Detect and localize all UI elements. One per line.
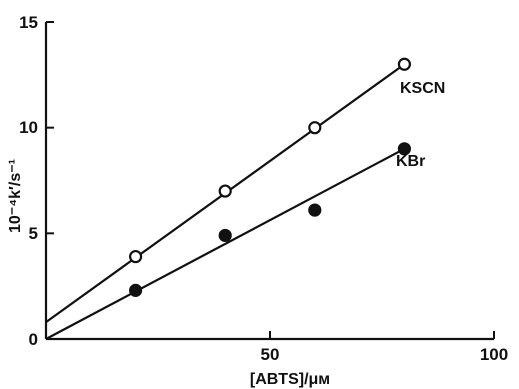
x-tick-label-100: 100 bbox=[480, 345, 508, 364]
data-point-kbr-3 bbox=[397, 142, 411, 156]
y-tick-labels: 0 5 10 15 bbox=[19, 13, 38, 349]
fit-line-kbr bbox=[45, 147, 405, 340]
y-tick-label-15: 15 bbox=[19, 13, 38, 32]
data-point-kbr-0 bbox=[129, 283, 143, 297]
data-point-kscn-0 bbox=[129, 249, 143, 264]
data-point-kscn-3 bbox=[397, 57, 411, 71]
y-tick-label-0: 0 bbox=[29, 330, 38, 349]
x-tick-label-50: 50 bbox=[261, 345, 280, 364]
series-label-kscn: KSCN bbox=[400, 80, 445, 97]
fit-lines bbox=[45, 63, 406, 340]
y-axis-title: 10⁻⁴k′/s⁻¹ bbox=[7, 159, 24, 233]
y-tick-label-5: 5 bbox=[29, 224, 38, 243]
ticks bbox=[46, 21, 495, 339]
data-point-kbr-2 bbox=[308, 203, 322, 217]
y-tick-label-10: 10 bbox=[19, 118, 38, 137]
data-point-kscn-1 bbox=[218, 184, 232, 198]
series-label-kbr: KBr bbox=[396, 153, 425, 170]
data-points bbox=[129, 57, 411, 297]
data-point-kscn-2 bbox=[308, 121, 322, 135]
x-axis-title: [ABTS]/μм bbox=[250, 371, 330, 388]
x-tick-labels: 50 100 bbox=[261, 345, 509, 364]
axes bbox=[44, 22, 494, 341]
data-point-kbr-1 bbox=[218, 228, 232, 243]
